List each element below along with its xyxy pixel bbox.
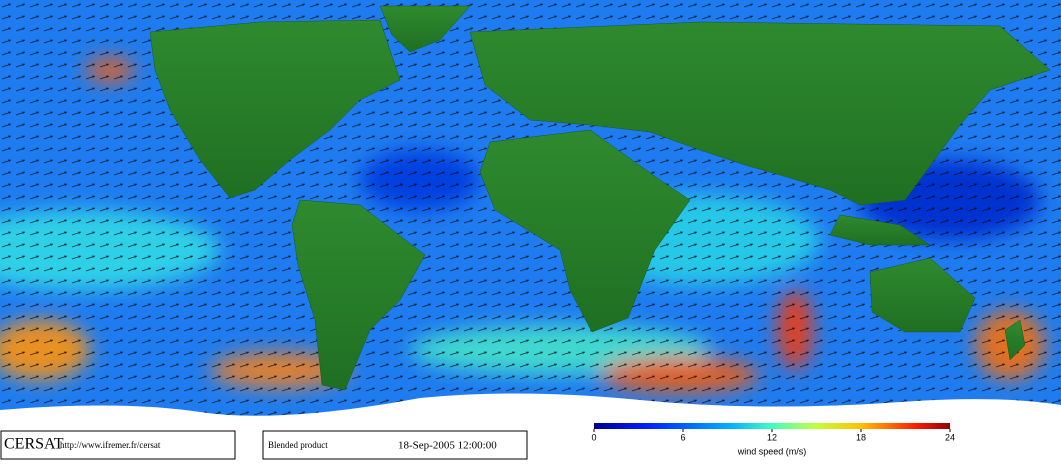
logo-box [0, 430, 236, 460]
colorbar-tick-label: 0 [591, 432, 596, 442]
url: http://www.ifremer.fr/cersat [60, 440, 161, 450]
land [149, 5, 1051, 391]
logo: CERSAT [4, 436, 64, 453]
colorbar-tick-label: 6 [680, 432, 685, 442]
colorbar-tick-label: 24 [945, 432, 955, 442]
colorbar-tick-label: 18 [856, 432, 866, 442]
product: Blended product [268, 440, 328, 450]
colorbar [594, 423, 950, 429]
product-box [262, 430, 528, 460]
antarctica [0, 393, 1061, 432]
colorbar-label: wind speed (m/s) [737, 446, 807, 456]
timestamp: 18-Sep-2005 12:00:00 [398, 440, 497, 452]
colorbar-tick-label: 12 [767, 432, 777, 442]
